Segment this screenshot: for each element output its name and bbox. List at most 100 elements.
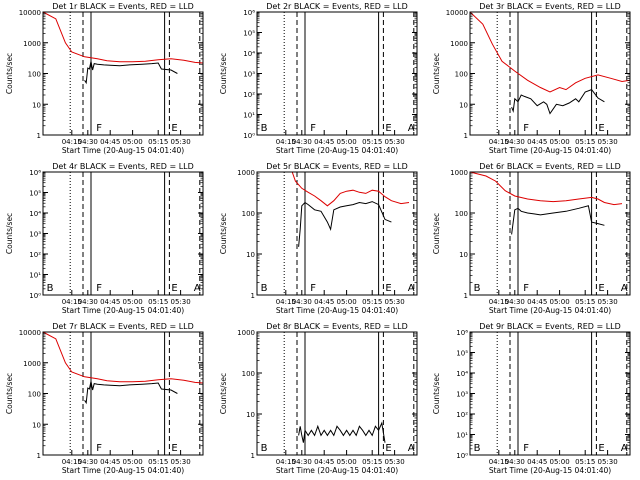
segment-marker-f: F <box>96 123 102 134</box>
detector-panel-1: Det 1r BLACK = Events, RED = LLD 1 10 100 10… <box>5 2 204 155</box>
x-tick-label: 05:00 <box>123 138 143 146</box>
x-tick-label: 05:30 <box>598 458 618 466</box>
x-tick-label: 04:45 <box>100 138 120 146</box>
segment-marker-a: A <box>408 123 415 134</box>
x-axis-label: Start Time (20-Aug-15 04:01:40) <box>62 466 184 475</box>
plot-frame <box>469 11 631 136</box>
panel-title: Det 5r BLACK = Events, RED = LLD <box>266 162 408 171</box>
x-tick-label: 04:30 <box>505 458 525 466</box>
x-tick-label: 05:00 <box>123 298 143 306</box>
segment-marker-f: F <box>523 123 529 134</box>
y-axis-label: Counts/sec <box>219 53 228 94</box>
y-tick-label: 10⁰ <box>29 292 41 300</box>
segment-marker-a: A <box>621 283 628 294</box>
y-tick-label: 10³ <box>243 71 255 79</box>
y-tick-label: 1 <box>464 292 468 300</box>
y-tick-label: 10⁵ <box>29 190 41 198</box>
detector-panel-3: Det 3r BLACK = Events, RED = LLD 1 10 100 10… <box>432 2 631 155</box>
x-tick-label: 04:45 <box>527 298 547 306</box>
plot-frame <box>42 171 204 296</box>
y-tick-label: 10¹ <box>29 272 41 280</box>
detector-panel-7: Det 7r BLACK = Events, RED = LLD 1 10 100 10… <box>5 322 204 475</box>
plot-frame <box>256 171 418 296</box>
y-tick-label: 10000 <box>446 9 468 17</box>
x-tick-label: 04:15 <box>489 298 509 306</box>
y-tick-label: 10⁴ <box>456 370 468 378</box>
x-tick-label: 05:00 <box>550 458 570 466</box>
y-tick-label: 10⁶ <box>29 169 41 177</box>
y-tick-label: 1 <box>464 132 468 140</box>
y-tick-label: 10000 <box>19 329 41 337</box>
lld-series-line <box>291 171 410 207</box>
y-axis-label: Counts/sec <box>219 213 228 254</box>
y-tick-label: 1 <box>251 452 255 460</box>
y-tick-label: 10³ <box>456 391 468 399</box>
x-tick-label: 04:45 <box>527 458 547 466</box>
events-series-line <box>84 381 178 405</box>
x-tick-label: 05:15 <box>362 298 382 306</box>
panel-title: Det 8r BLACK = Events, RED = LLD <box>266 322 408 331</box>
x-tick-label: 05:15 <box>575 458 595 466</box>
segment-marker-e: E <box>385 443 391 454</box>
y-tick-label: 10 <box>32 101 41 109</box>
detector-panel-4: Det 4r BLACK = Events, RED = LLD 10⁰ 10¹ 10… <box>5 162 204 315</box>
x-axis-label: Start Time (20-Aug-15 04:01:40) <box>62 146 184 155</box>
x-tick-label: 04:45 <box>100 458 120 466</box>
plot-frame <box>256 11 418 136</box>
y-tick-label: 10¹ <box>456 432 468 440</box>
x-tick-label: 04:30 <box>78 298 98 306</box>
plot-frame <box>256 331 418 456</box>
x-tick-label: 05:00 <box>337 458 357 466</box>
y-tick-label: 1000 <box>237 329 255 337</box>
plot-frame <box>469 171 631 296</box>
segment-marker-b: B <box>261 123 268 134</box>
events-series-line <box>511 205 605 235</box>
x-tick-label: 05:30 <box>171 458 191 466</box>
events-series-line <box>511 89 605 115</box>
detector-panel-8: Det 8r BLACK = Events, RED = LLD 1 10 100 10… <box>219 322 418 475</box>
x-axis-label: Start Time (20-Aug-15 04:01:40) <box>489 466 611 475</box>
y-tick-label: 10⁴ <box>243 50 255 58</box>
x-tick-label: 05:30 <box>385 458 405 466</box>
y-tick-label: 10¹ <box>243 112 255 120</box>
x-tick-label: 05:15 <box>575 298 595 306</box>
segment-marker-b: B <box>261 283 268 294</box>
y-tick-label: 100 <box>28 391 41 399</box>
y-axis-label: Counts/sec <box>432 53 441 94</box>
segment-marker-e: E <box>171 283 177 294</box>
panel-title: Det 1r BLACK = Events, RED = LLD <box>52 2 194 11</box>
panel-title: Det 3r BLACK = Events, RED = LLD <box>479 2 621 11</box>
segment-marker-a: A <box>408 443 415 454</box>
x-tick-label: 04:15 <box>276 298 296 306</box>
x-tick-label: 05:00 <box>550 298 570 306</box>
y-tick-label: 10⁰ <box>243 132 255 140</box>
y-tick-label: 1000 <box>23 360 41 368</box>
x-tick-label: 04:15 <box>62 298 82 306</box>
plot-frame <box>42 11 204 136</box>
x-tick-label: 05:15 <box>362 458 382 466</box>
x-tick-label: 05:30 <box>598 138 618 146</box>
x-tick-label: 04:45 <box>100 298 120 306</box>
x-axis-label: Start Time (20-Aug-15 04:01:40) <box>489 146 611 155</box>
x-tick-label: 05:30 <box>171 138 191 146</box>
segment-marker-b: B <box>261 443 268 454</box>
y-axis-label: Counts/sec <box>5 53 14 94</box>
panel-title: Det 7r BLACK = Events, RED = LLD <box>52 322 194 331</box>
y-axis-label: Counts/sec <box>219 373 228 414</box>
y-tick-label: 10 <box>32 421 41 429</box>
detector-panel-6: Det 6r BLACK = Events, RED = LLD 1 10 100 10… <box>432 162 631 315</box>
events-series-line <box>298 421 386 443</box>
segment-marker-f: F <box>523 443 529 454</box>
segment-marker-a: A <box>621 443 628 454</box>
x-tick-label: 05:15 <box>148 298 168 306</box>
x-tick-label: 04:15 <box>489 138 509 146</box>
events-series-line <box>84 61 178 85</box>
segment-marker-e: E <box>385 123 391 134</box>
x-tick-label: 05:00 <box>337 138 357 146</box>
y-tick-label: 100 <box>242 370 255 378</box>
y-axis-label: Counts/sec <box>432 373 441 414</box>
segment-marker-f: F <box>523 283 529 294</box>
x-tick-label: 05:30 <box>385 138 405 146</box>
segment-marker-e: E <box>598 123 604 134</box>
lld-series-line <box>469 171 623 206</box>
